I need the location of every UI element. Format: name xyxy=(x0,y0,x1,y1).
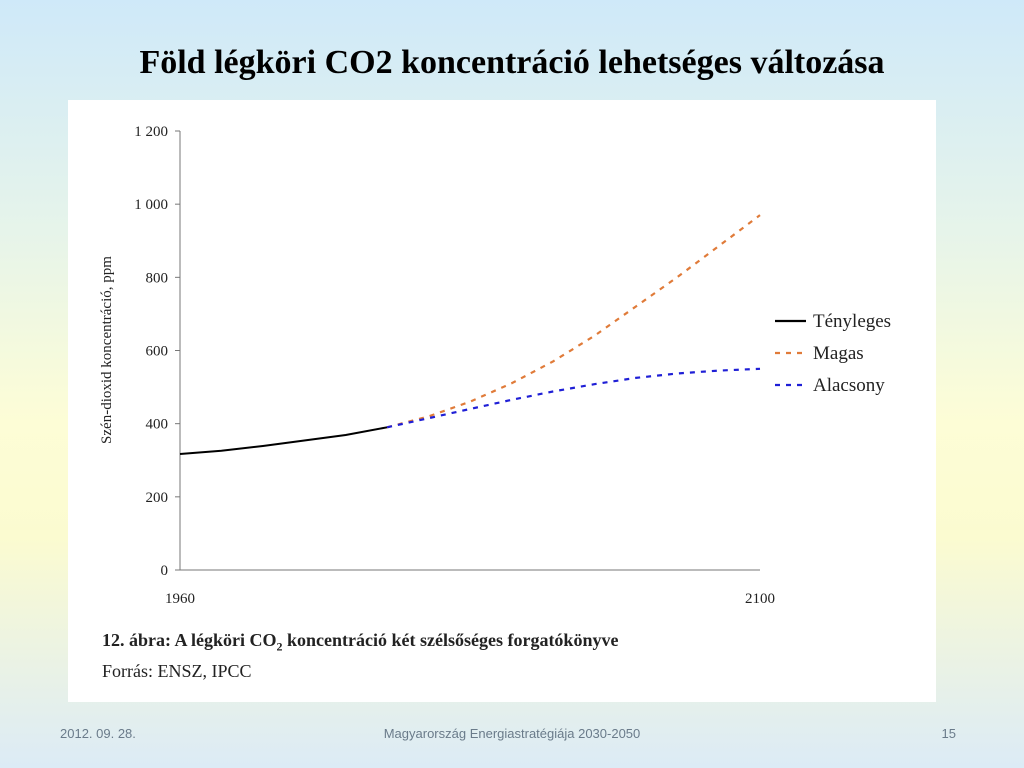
y-tick-label: 600 xyxy=(146,344,169,360)
caption-title: 12. ábra: A légköri CO2 koncentráció két… xyxy=(102,628,618,659)
caption-source: Forrás: ENSZ, IPCC xyxy=(102,660,252,681)
caption-title-post: koncentráció két szélsőséges forgatóköny… xyxy=(282,630,619,650)
legend-label: Magas xyxy=(813,343,864,364)
slide-title: Föld légköri CO2 koncentráció lehetséges… xyxy=(139,44,885,81)
series-line-magas xyxy=(386,214,761,429)
y-tick-label: 200 xyxy=(146,490,169,506)
caption-title-sub: 2 xyxy=(276,639,283,654)
x-tick-label: 1960 xyxy=(165,591,195,607)
footer-title: Magyarország Energiastratégiája 2030-205… xyxy=(383,726,641,741)
co2-line-chart: 0 200 400 600 800 1 000 1 200 1960 2100 Szén-di… xyxy=(99,124,891,607)
footer-page-number: 15 xyxy=(941,726,956,741)
y-tick-label: 1 000 xyxy=(134,197,168,213)
x-tick-label: 2100 xyxy=(745,591,775,607)
figure-panel: 0 200 400 600 800 1 000 1 200 1960 2100 Szén-di… xyxy=(68,100,936,702)
y-tick-label: 0 xyxy=(161,563,169,579)
figure-caption: 12. ábra: A légköri CO2 koncentráció két… xyxy=(102,628,618,683)
legend: Tényleges Magas Alacsony xyxy=(775,311,891,396)
legend-label: Alacsony xyxy=(813,375,885,396)
y-axis-label: Szén-dioxid koncentráció, ppm xyxy=(99,256,115,444)
footer-date: 2012. 09. 28. xyxy=(60,726,136,741)
caption-title-pre: 12. ábra: A légköri CO xyxy=(102,630,277,650)
legend-label: Tényleges xyxy=(813,311,891,332)
y-tick-label: 400 xyxy=(146,417,169,433)
y-tick-label: 1 200 xyxy=(134,124,168,140)
y-axis: 0 200 400 600 800 1 000 1 200 xyxy=(134,124,181,579)
series-layer xyxy=(179,214,761,455)
y-tick-label: 800 xyxy=(146,270,169,286)
series-line-tényleges xyxy=(179,426,388,455)
x-axis: 1960 2100 xyxy=(165,569,775,607)
series-line-alacsony xyxy=(386,367,761,429)
